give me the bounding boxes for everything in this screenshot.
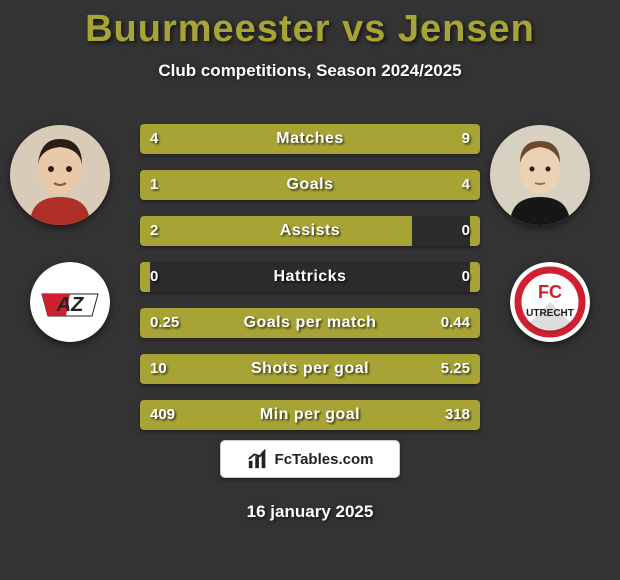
svg-text:UTRECHT: UTRECHT [526,308,574,319]
player-right-club-logo: FC UTRECHT [510,262,590,342]
bar-label: Matches [140,124,480,154]
bar-row: 49Matches [140,124,480,154]
player-left-club-logo: AZ [30,262,110,342]
bar-row: 20Assists [140,216,480,246]
bar-label: Shots per goal [140,354,480,384]
player-left-avatar [10,125,110,225]
date-text: 16 january 2025 [0,502,620,522]
bar-row: 14Goals [140,170,480,200]
comparison-bars: 49Matches 14Goals 20Assists 00Hattricks 0.25… [140,124,480,446]
bar-label: Assists [140,216,480,246]
page-title: Buurmeester vs Jensen [0,0,620,51]
bar-row: 105.25Shots per goal [140,354,480,384]
bar-label: Goals [140,170,480,200]
footer-brand-text: FcTables.com [275,451,374,468]
chart-icon [247,448,269,470]
bar-row: 00Hattricks [140,262,480,292]
bar-row: 0.250.44Goals per match [140,308,480,338]
bar-label: Min per goal [140,400,480,430]
player-right-avatar [490,125,590,225]
bar-row: 409318Min per goal [140,400,480,430]
subtitle: Club competitions, Season 2024/2025 [0,61,620,81]
bar-label: Hattricks [140,262,480,292]
svg-text:FC: FC [538,282,562,302]
svg-text:AZ: AZ [56,294,84,316]
footer-brand: FcTables.com [220,440,400,478]
bar-label: Goals per match [140,308,480,338]
